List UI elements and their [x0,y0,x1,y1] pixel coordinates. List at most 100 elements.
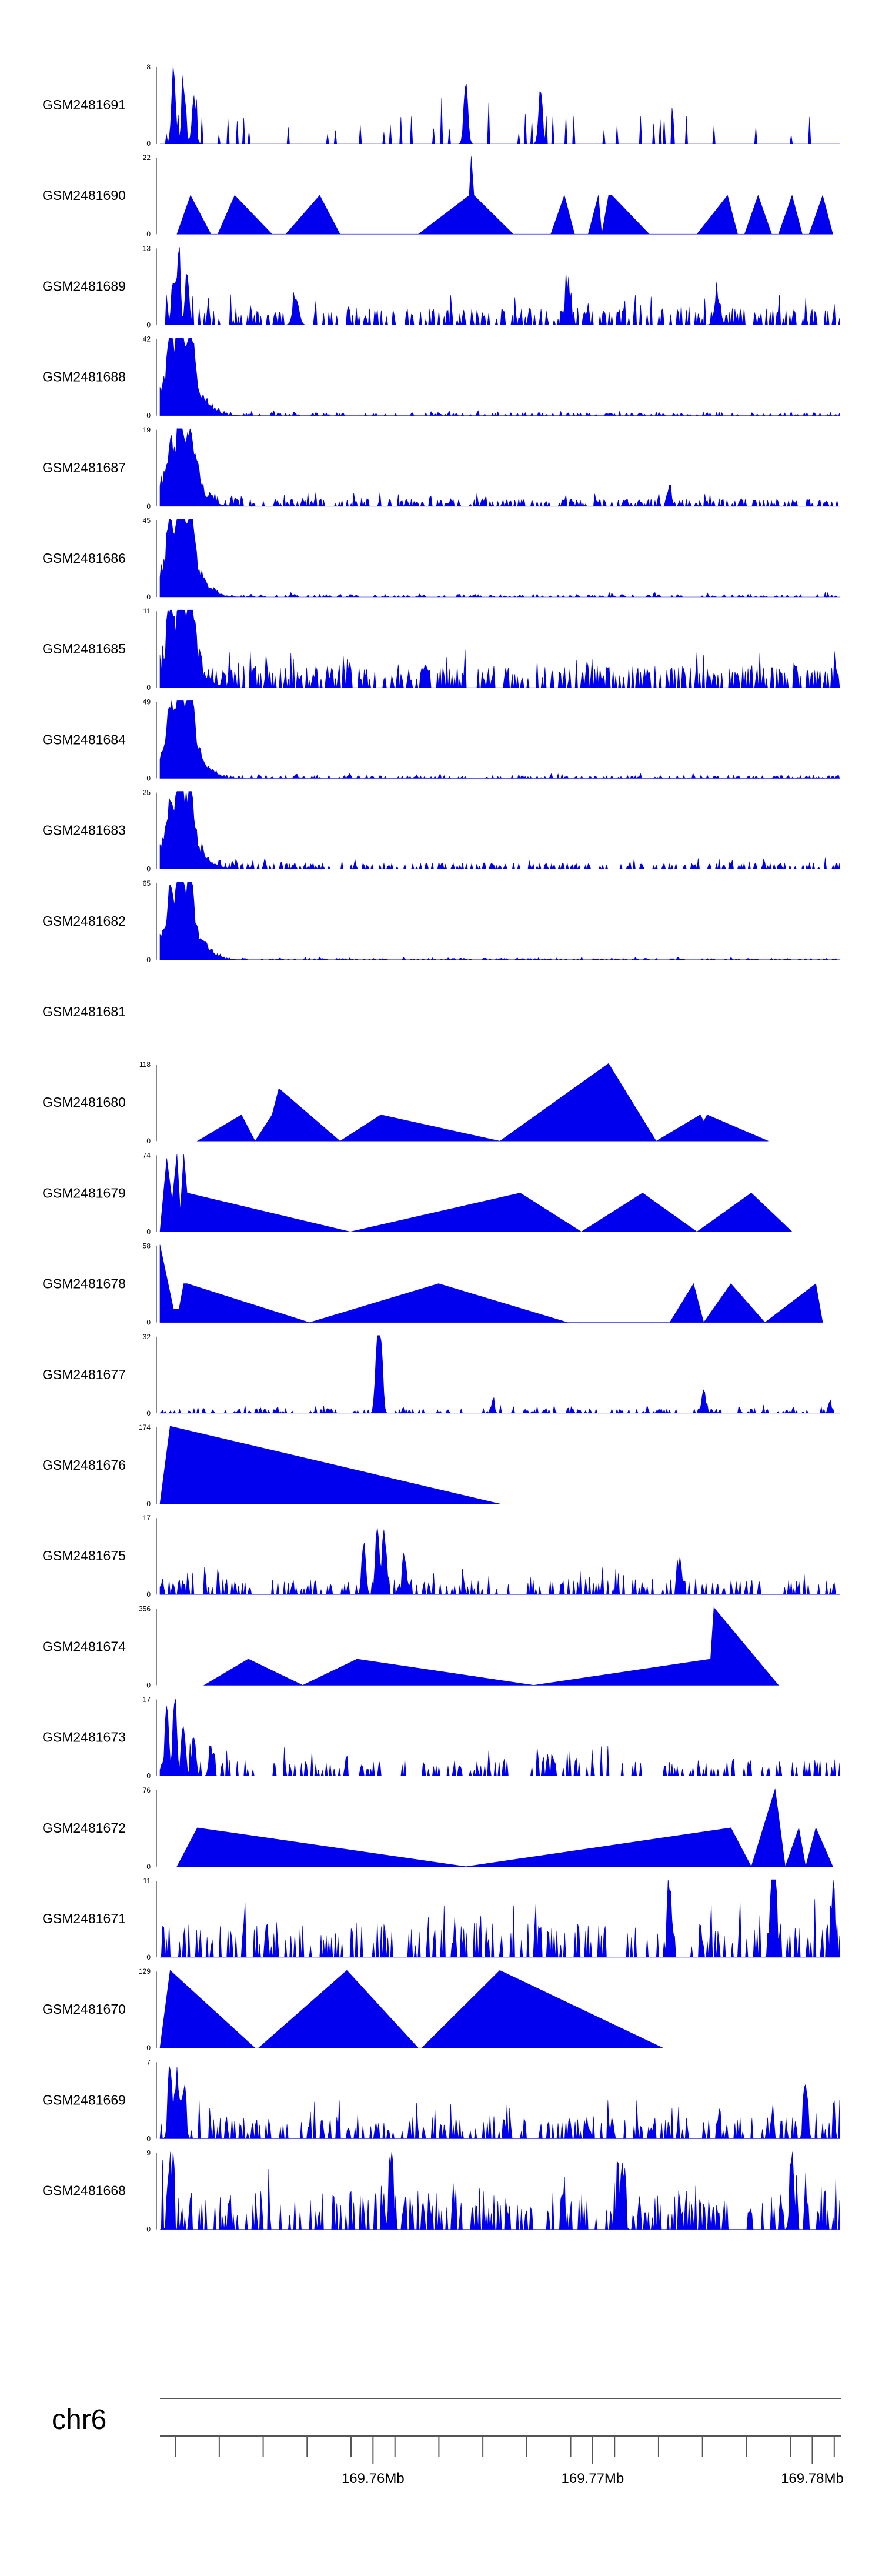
y-max-label: 74 [143,1151,151,1159]
track-GSM2481672: GSM2481672 76 0 [42,1786,833,1871]
coverage-area [176,156,833,235]
track-GSM2481673: GSM2481673 17 0 [42,1696,840,1780]
y-min-label: 0 [146,1772,151,1780]
track-GSM2481680: GSM2481680 118 0 [42,1060,769,1145]
coverage-area [160,247,840,325]
track-GSM2481676: GSM2481676 174 0 [42,1423,500,1508]
track-GSM2481685: GSM2481685 11 0 [42,607,840,692]
y-max-label: 118 [139,1060,151,1069]
coverage-area [159,2066,840,2139]
track-label: GSM2481691 [42,97,126,112]
y-min-label: 0 [146,2044,151,2052]
coverage-area [160,2151,840,2230]
track-label: GSM2481671 [42,1911,126,1926]
track-label: GSM2481687 [42,460,126,475]
y-min-label: 0 [146,1319,151,1327]
y-max-label: 42 [143,335,151,343]
track-label: GSM2481677 [42,1367,126,1382]
track-GSM2481671: GSM2481671 11 0 [42,1877,840,1961]
track-GSM2481682: GSM2481682 65 0 [42,879,840,964]
track-GSM2481674: GSM2481674 356 0 [42,1604,779,1689]
y-min-label: 0 [146,956,151,964]
track-GSM2481691: GSM2481691 8 0 [42,63,840,148]
y-min-label: 0 [146,1227,151,1236]
track-label: GSM2481686 [42,550,126,566]
track-GSM2481684: GSM2481684 49 0 [42,698,840,782]
coverage-area [159,338,840,416]
coverage-area [159,791,840,870]
coverage-area [159,1154,793,1232]
y-max-label: 49 [143,698,151,706]
track-GSM2481689: GSM2481689 13 0 [42,244,840,329]
coverage-area [159,1426,500,1504]
track-GSM2481683: GSM2481683 25 0 [42,789,840,873]
chromosome-label: chr6 [52,2404,106,2435]
coverage-area [203,1607,779,1686]
track-label: GSM2481690 [42,188,126,203]
track-GSM2481677: GSM2481677 32 0 [42,1333,840,1417]
axis-ticks: 169.76Mb 169.77Mb 169.78Mb [175,2436,844,2487]
y-max-label: 76 [143,1786,151,1794]
y-min-label: 0 [146,1863,151,1871]
y-max-label: 8 [146,63,151,71]
coverage-area [159,1527,840,1595]
coverage-area [176,1788,833,1867]
coverage-area [159,1335,840,1414]
track-label: GSM2481674 [42,1639,126,1654]
genome-axis: chr6 169.76Mb 169.77Mb 169.78Mb [52,2398,844,2487]
coverage-area [159,519,840,598]
y-min-label: 0 [146,865,151,873]
y-min-label: 0 [146,2225,151,2234]
y-min-label: 0 [146,2134,151,2143]
y-max-label: 129 [139,1967,151,1976]
y-max-label: 17 [143,1514,151,1522]
track-label: GSM2481678 [42,1276,126,1292]
track-label: GSM2481689 [42,278,126,293]
track-label: GSM2481670 [42,2001,126,2017]
track-label: GSM2481688 [42,369,126,385]
y-min-label: 0 [146,1137,151,1145]
coverage-area [160,1879,840,1958]
track-label: GSM2481683 [42,823,126,838]
axis-tick-label: 169.78Mb [781,2471,844,2487]
y-max-label: 11 [143,607,151,615]
track-label: GSM2481685 [42,641,126,656]
y-max-label: 17 [143,1696,151,1704]
y-min-label: 0 [146,1409,151,1417]
y-min-label: 0 [146,1953,151,1961]
y-max-label: 174 [139,1423,151,1432]
track-GSM2481678: GSM2481678 58 0 [42,1242,823,1327]
track-GSM2481675: GSM2481675 17 0 [42,1514,840,1599]
y-max-label: 11 [143,1877,151,1885]
track-label: GSM2481684 [42,732,126,747]
y-min-label: 0 [146,1590,151,1599]
y-min-label: 0 [146,593,151,601]
y-max-label: 13 [143,244,151,252]
y-min-label: 0 [146,230,151,238]
track-label: GSM2481680 [42,1095,126,1110]
track-GSM2481670: GSM2481670 129 0 [42,1967,663,2052]
track-label: GSM2481673 [42,1730,126,1745]
y-min-label: 0 [146,1681,151,1689]
y-min-label: 0 [146,321,151,329]
track-label: GSM2481672 [42,1820,126,1836]
y-max-label: 19 [143,426,151,434]
coverage-area [159,1699,840,1776]
track-GSM2481688: GSM2481688 42 0 [42,335,840,420]
axis-tick-label: 169.77Mb [562,2471,624,2487]
track-GSM2481679: GSM2481679 74 0 [42,1151,793,1236]
track-label: GSM2481681 [42,1004,126,1019]
track-label: GSM2481682 [42,913,126,929]
track-GSM2481669: GSM2481669 7 0 [42,2058,840,2143]
y-max-label: 45 [143,516,151,525]
coverage-area [159,428,840,507]
track-GSM2481686: GSM2481686 45 0 [42,516,840,601]
y-min-label: 0 [146,412,151,420]
track-GSM2481681: GSM2481681 [42,1004,126,1019]
coverage-area [159,1244,823,1323]
track-label: GSM2481679 [42,1185,126,1200]
y-max-label: 22 [143,154,151,162]
track-GSM2481690: GSM2481690 22 0 [42,154,833,238]
coverage-area [196,1063,769,1142]
